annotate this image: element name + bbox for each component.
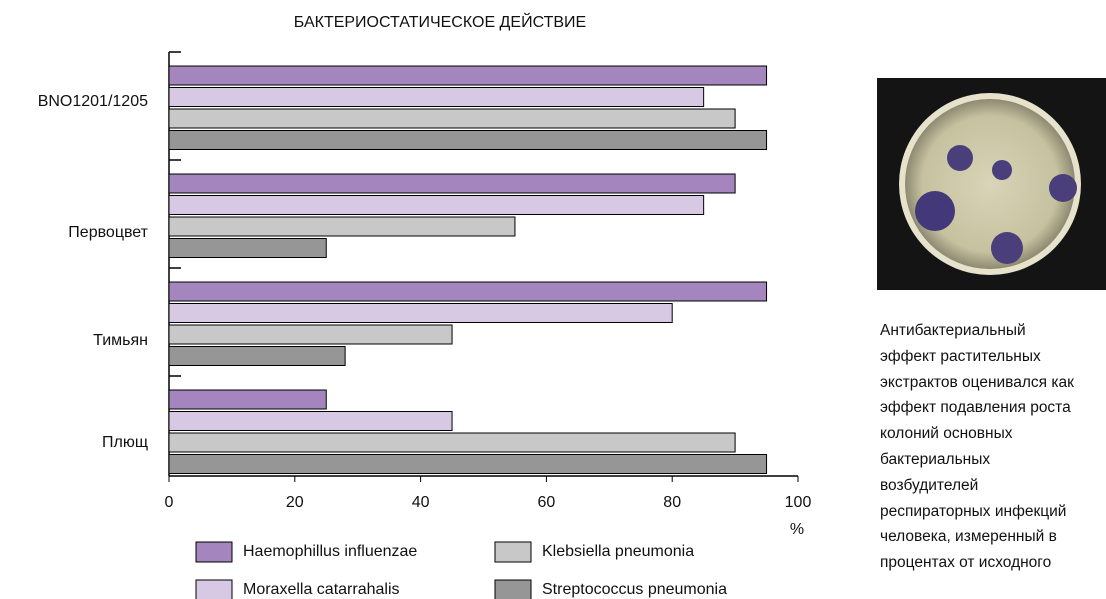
bar: [169, 174, 735, 193]
x-axis-label: %: [790, 521, 804, 538]
bar: [169, 433, 735, 452]
bar: [169, 347, 345, 366]
caption-line: эффект подавления роста: [880, 395, 1106, 421]
bar: [169, 390, 326, 409]
page: {"chart_data": {"type": "bar", "orientat…: [0, 0, 1106, 599]
bar: [169, 455, 767, 474]
bar: [169, 217, 515, 236]
caption-line: бактериальных: [880, 447, 1106, 473]
caption-line: процентах от исходного: [880, 550, 1106, 576]
caption-line: экстрактов оценивался как: [880, 370, 1106, 396]
x-tick-label: 40: [412, 494, 430, 511]
legend-label: Haemophillus influenzae: [243, 543, 417, 560]
x-tick-label: 0: [165, 494, 174, 511]
caption-line: респираторных инфекций: [880, 499, 1106, 525]
caption-line: человека, измеренный в: [880, 524, 1106, 550]
bar: [169, 239, 326, 258]
chart-title: БАКТЕРИОСТАТИЧЕСКОЕ ДЕЙСТВИЕ: [294, 12, 586, 31]
bar: [169, 325, 452, 344]
photo: [877, 78, 1106, 290]
caption-line: эффект растительных: [880, 344, 1106, 370]
bar: [169, 412, 452, 431]
legend-label: Klebsiella pneumonia: [542, 543, 694, 560]
legend-label: Streptococcus pneumonia: [542, 581, 727, 598]
legend-swatch: [196, 542, 232, 562]
bar: [169, 109, 735, 128]
y-tick-label: Тимьян: [93, 332, 148, 349]
y-tick-label: Первоцвет: [68, 224, 148, 241]
bar: [169, 88, 704, 107]
bar: [169, 131, 767, 150]
y-tick-label: BNO1201/1205: [38, 93, 148, 110]
bar: [169, 66, 767, 85]
legend-swatch: [495, 580, 531, 599]
bar: [169, 196, 704, 215]
caption-line: возбудителей: [880, 473, 1106, 499]
legend-label: Moraxella catarrahalis: [243, 581, 400, 598]
caption-line: колоний основных: [880, 421, 1106, 447]
chart: БАКТЕРИОСТАТИЧЕСКОЕ ДЕЙСТВИЕ % 0 20 40 60 80…: [0, 0, 870, 599]
x-tick-label: 80: [663, 494, 681, 511]
legend-swatch: [196, 580, 232, 599]
x-tick-label: 100: [785, 494, 812, 511]
caption-line: Антибактериальный: [880, 318, 1106, 344]
y-tick-label: Плющ: [102, 434, 148, 451]
bar: [169, 282, 767, 301]
x-tick-label: 60: [538, 494, 556, 511]
x-tick-label: 20: [286, 494, 304, 511]
bar: [169, 304, 672, 323]
legend-swatch: [495, 542, 531, 562]
